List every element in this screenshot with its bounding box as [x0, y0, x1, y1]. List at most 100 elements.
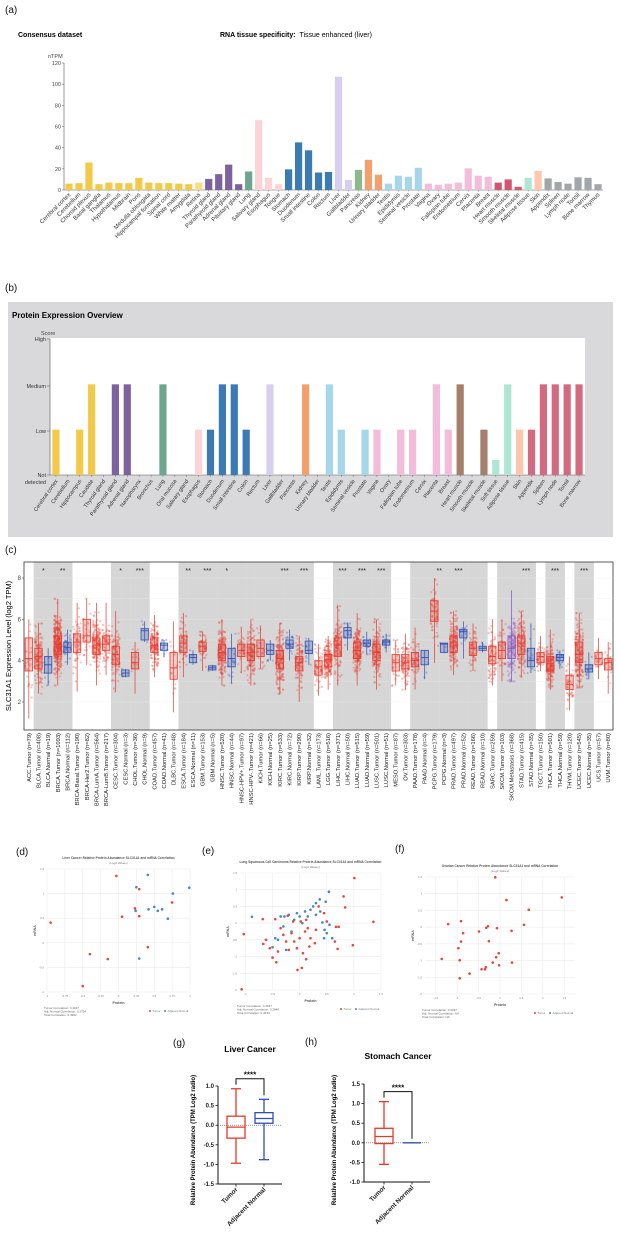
normal-point	[156, 909, 160, 913]
jitter-point	[434, 591, 437, 594]
x-tick-label: LUAD.Normal (n=59)	[365, 733, 371, 787]
normal-point	[322, 936, 326, 940]
jitter-point	[54, 647, 57, 650]
jitter-point	[517, 623, 520, 626]
jitter-point	[57, 646, 60, 649]
jitter-point	[402, 670, 405, 673]
jitter-point	[53, 631, 57, 634]
normal-point	[171, 892, 175, 895]
jitter-point	[78, 644, 81, 647]
jitter-point	[401, 646, 405, 649]
y-tick-label: -1	[42, 990, 45, 994]
jitter-point	[579, 612, 583, 615]
jitter-point	[58, 669, 61, 672]
jitter-point	[34, 638, 37, 641]
jitter-point	[60, 633, 63, 636]
bar-small-intestine	[230, 384, 238, 475]
jitter-point	[189, 649, 192, 652]
jitter-point	[60, 619, 63, 622]
jitter-point	[65, 647, 68, 650]
jitter-point	[60, 626, 63, 629]
jitter-point	[546, 649, 549, 653]
jitter-point	[40, 672, 43, 675]
x-tick-label: PRAD.Normal (n=52)	[461, 733, 467, 788]
jitter-point	[38, 680, 41, 683]
jitter-point	[430, 591, 433, 594]
jitter-point	[55, 627, 58, 630]
x-tick-label: OV.Tumor (n=303)	[403, 733, 409, 781]
x-tick-label: LUSC.Tumor (n=501)	[374, 733, 380, 788]
score-level-label: High	[35, 337, 46, 343]
jitter-point	[111, 666, 114, 669]
jitter-point	[117, 643, 120, 646]
box	[382, 639, 391, 646]
bar-bone-marrow	[584, 177, 592, 190]
jitter-point	[64, 660, 67, 663]
significance-shading	[207, 562, 218, 730]
jitter-point	[156, 625, 159, 628]
tumor-point	[170, 901, 174, 904]
jitter-point	[429, 622, 432, 625]
jitter-point	[54, 650, 57, 653]
tumor-point	[292, 940, 296, 943]
jitter-point	[58, 661, 61, 664]
x-tick-label: BLCA.Normal (n=19)	[46, 733, 52, 787]
y-tick-label: 6	[18, 617, 22, 623]
jitter-point	[334, 627, 337, 630]
jitter-point	[378, 635, 381, 638]
box	[227, 647, 236, 668]
jitter-point	[53, 630, 56, 633]
jitter-point	[488, 664, 491, 668]
jitter-point	[40, 622, 43, 625]
x-tick-label: 1	[189, 994, 191, 998]
jitter-point	[333, 673, 336, 676]
jitter-point	[281, 638, 284, 641]
jitter-point	[378, 683, 381, 686]
box	[275, 649, 284, 670]
jitter-point	[55, 615, 58, 618]
jitter-point	[55, 676, 58, 679]
jitter-point	[468, 632, 471, 635]
jitter-point	[58, 628, 61, 632]
box	[102, 635, 111, 651]
jitter-point	[509, 632, 512, 635]
jitter-point	[474, 626, 477, 629]
jitter-point	[609, 682, 612, 685]
jitter-point	[362, 636, 365, 639]
jitter-point	[251, 618, 254, 621]
jitter-point	[344, 643, 347, 647]
x-tick-label: BRCA.Tumor (n=1093)	[56, 733, 62, 792]
jitter-point	[178, 660, 181, 664]
jitter-point	[57, 632, 61, 635]
jitter-point	[335, 631, 338, 634]
jitter-point	[388, 634, 391, 637]
jitter-point	[169, 640, 172, 644]
jitter-point	[560, 666, 564, 669]
jitter-point	[352, 666, 355, 669]
bar-placenta	[432, 384, 440, 475]
jitter-point	[57, 621, 60, 625]
jitter-point	[59, 660, 62, 663]
jitter-point	[281, 634, 284, 637]
normal-point	[324, 900, 327, 904]
bar-pituitary-gland	[235, 184, 243, 190]
jitter-point	[222, 675, 225, 678]
bar-colon	[314, 172, 323, 190]
jitter-point	[372, 628, 375, 631]
jitter-point	[59, 633, 62, 636]
jitter-point	[246, 665, 249, 668]
jitter-point	[34, 653, 38, 656]
jitter-point	[507, 663, 510, 666]
jitter-point	[53, 626, 57, 630]
jitter-point	[550, 649, 553, 652]
jitter-point	[58, 622, 61, 625]
jitter-point	[580, 618, 583, 621]
jitter-point	[59, 618, 62, 621]
y-axis-label: mRNA	[226, 926, 230, 937]
jitter-point	[52, 626, 56, 630]
jitter-point	[40, 645, 43, 648]
jitter-point	[425, 671, 428, 674]
jitter-point	[59, 624, 62, 627]
jitter-point	[39, 681, 42, 684]
jitter-point	[604, 651, 607, 654]
